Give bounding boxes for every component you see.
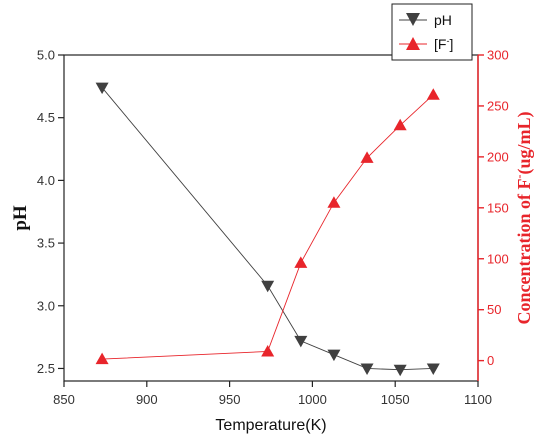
x-tick-label: 1000 bbox=[298, 392, 327, 407]
y2-tick-label: 200 bbox=[487, 149, 509, 164]
y-tick-label: 2.5 bbox=[37, 361, 55, 376]
y2-tick-label: 100 bbox=[487, 251, 509, 266]
y2-tick-label: 150 bbox=[487, 200, 509, 215]
y2-tick-label: 300 bbox=[487, 48, 509, 63]
y2-axis-ticks: 0 50 100 150 200 250 300 bbox=[478, 48, 509, 368]
y-tick-label: 5.0 bbox=[37, 48, 55, 63]
series-1-point bbox=[360, 151, 374, 163]
y2-axis-title-main: Concentration of F bbox=[514, 179, 534, 325]
series-0-point bbox=[95, 82, 109, 95]
y-axis-title: pH bbox=[10, 205, 31, 231]
plot-frame bbox=[63, 54, 479, 382]
y2-axis-title-tail: (ug/mL) bbox=[514, 112, 535, 175]
series-1-point bbox=[294, 256, 308, 268]
series-0-point bbox=[393, 364, 407, 377]
y-tick-label: 4.5 bbox=[37, 110, 55, 125]
legend: pH [F-] bbox=[391, 3, 473, 61]
y2-tick-label: 250 bbox=[487, 98, 509, 113]
series-1-point bbox=[261, 344, 275, 357]
legend-box bbox=[391, 3, 473, 61]
series-1-point bbox=[426, 88, 440, 100]
series-0-point bbox=[360, 363, 374, 375]
legend-f-label: [F-] bbox=[434, 36, 453, 52]
legend-f-marker bbox=[406, 37, 420, 50]
y-axis-ticks: 2.5 3.0 3.5 4.0 4.5 5.0 bbox=[37, 48, 64, 376]
series-0-point bbox=[426, 363, 440, 375]
x-tick-label: 950 bbox=[219, 392, 241, 407]
y-tick-label: 3.5 bbox=[37, 236, 55, 251]
series-0-line bbox=[101, 87, 434, 371]
series-1-point bbox=[393, 118, 407, 131]
y2-tick-label: 0 bbox=[487, 353, 494, 368]
legend-ph-marker bbox=[406, 13, 420, 26]
x-tick-label: 1100 bbox=[464, 392, 492, 407]
x-axis-title: Temperature(K) bbox=[215, 417, 326, 434]
series-layer bbox=[95, 82, 440, 377]
y2-axis-title-sup: - bbox=[512, 175, 526, 179]
x-axis-ticks: 850 900 950 1000 1050 1100 bbox=[53, 381, 492, 407]
series-1-line bbox=[102, 94, 434, 360]
y-tick-label: 4.0 bbox=[37, 173, 55, 188]
y-tick-label: 3.0 bbox=[37, 298, 55, 313]
legend-f-label-main: [F bbox=[434, 36, 446, 52]
legend-ph-label: pH bbox=[434, 12, 452, 28]
legend-f-label-tail: ] bbox=[449, 36, 453, 52]
series-0-point bbox=[327, 349, 341, 362]
x-tick-label: 1050 bbox=[381, 392, 410, 407]
legend-f-label-sup: - bbox=[446, 36, 449, 46]
y2-axis-title: Concentration of F-(ug/mL) bbox=[512, 112, 535, 325]
series-1-point bbox=[95, 352, 109, 365]
x-tick-label: 850 bbox=[53, 392, 75, 407]
series-1-point bbox=[327, 196, 341, 208]
x-tick-label: 900 bbox=[136, 392, 158, 407]
series-0-point bbox=[294, 335, 308, 348]
series-0-point bbox=[261, 280, 275, 293]
y2-tick-label: 50 bbox=[487, 302, 501, 317]
